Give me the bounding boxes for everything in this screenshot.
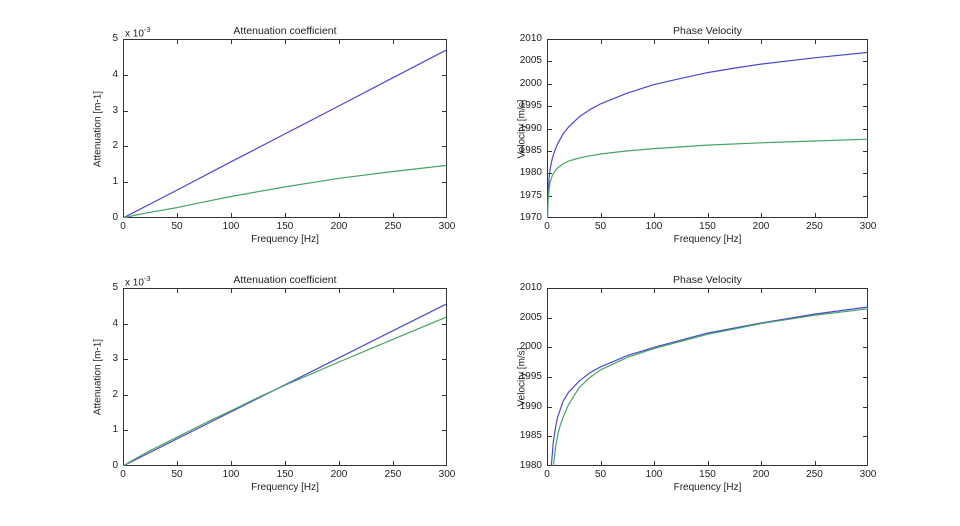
series-line-green bbox=[123, 316, 447, 466]
x-tick-label: 300 bbox=[438, 221, 456, 232]
exponent-power: -3 bbox=[143, 274, 151, 283]
axes-frame bbox=[547, 39, 868, 218]
x-tick-label: 150 bbox=[276, 221, 294, 232]
y-tick-label: 5 bbox=[112, 33, 118, 44]
y-tick-label: 2000 bbox=[519, 341, 542, 353]
x-tick-label: 200 bbox=[752, 469, 770, 480]
plot-area bbox=[123, 39, 447, 218]
plot-canvas bbox=[547, 288, 868, 466]
y-tick-label: 2005 bbox=[519, 55, 542, 67]
y-axis-label: Attenuation [m-1] bbox=[92, 90, 104, 167]
x-tick-label: 200 bbox=[330, 221, 348, 232]
series-line-green bbox=[547, 138, 868, 218]
axes-frame bbox=[547, 288, 868, 466]
x-tick-label: 0 bbox=[120, 469, 126, 480]
x-tick-label: 200 bbox=[752, 221, 770, 232]
y-tick-label: 0 bbox=[112, 212, 118, 223]
y-tick-label: 1 bbox=[112, 176, 118, 188]
y-tick-label: 2000 bbox=[519, 77, 542, 89]
y-tick-label: 3 bbox=[112, 104, 118, 116]
x-tick-label: 200 bbox=[330, 469, 348, 480]
y-tick-label: 1995 bbox=[519, 371, 542, 382]
y-tick-label: 1990 bbox=[519, 122, 542, 134]
y-tick-label: 1980 bbox=[519, 460, 542, 471]
plot-title: Phase Velocity bbox=[673, 274, 742, 286]
y-tick-label: 1975 bbox=[519, 189, 542, 201]
y-axis-exponent-label: x 10-3 bbox=[125, 273, 151, 288]
exponent-base: x 10 bbox=[125, 28, 144, 40]
series-line-green bbox=[123, 164, 447, 218]
y-tick-label: 1985 bbox=[519, 144, 542, 156]
axes-frame bbox=[123, 288, 447, 466]
x-tick-label: 0 bbox=[544, 469, 550, 480]
x-tick-label: 100 bbox=[645, 221, 663, 232]
x-tick-label: 150 bbox=[276, 469, 294, 480]
y-tick-label: 4 bbox=[112, 317, 118, 329]
y-tick-label: 1 bbox=[112, 424, 118, 436]
y-tick-label: 2010 bbox=[519, 282, 542, 293]
plot-title: Phase Velocity bbox=[673, 25, 742, 37]
y-tick-label: 1980 bbox=[519, 167, 542, 179]
y-axis-exponent-label: x 10-3 bbox=[125, 24, 151, 39]
x-axis-label: Frequency [Hz] bbox=[673, 234, 742, 245]
y-axis-label: Attenuation [m-1] bbox=[92, 338, 104, 416]
y-tick-label: 4 bbox=[112, 68, 118, 80]
x-axis-label: Frequency [Hz] bbox=[673, 482, 742, 493]
subplot-phase-velocity-bottom: Phase Velocity Velocity [m/s] Frequency … bbox=[472, 256, 898, 508]
x-tick-label: 100 bbox=[645, 469, 663, 480]
y-tick-label: 3 bbox=[112, 353, 118, 365]
y-tick-label: 1990 bbox=[519, 400, 542, 412]
y-tick-label: 5 bbox=[112, 282, 118, 293]
x-tick-label: 0 bbox=[544, 221, 550, 232]
y-tick-label: 1970 bbox=[519, 212, 542, 223]
subplot-attenuation-bottom: Attenuation coefficient x 10-3 Attenuati… bbox=[48, 256, 477, 508]
x-tick-label: 50 bbox=[594, 469, 607, 480]
x-tick-label: 50 bbox=[171, 469, 183, 480]
x-tick-label: 250 bbox=[384, 221, 402, 232]
exponent-base: x 10 bbox=[125, 277, 144, 289]
plot-area bbox=[547, 288, 868, 466]
x-tick-label: 150 bbox=[699, 221, 716, 232]
x-tick-label: 250 bbox=[384, 469, 402, 480]
series-line-blue bbox=[547, 51, 868, 218]
series-line-green bbox=[552, 308, 868, 466]
subplot-attenuation-top: Attenuation coefficient x 10-3 Attenuati… bbox=[48, 7, 477, 260]
y-tick-label: 1985 bbox=[519, 430, 542, 442]
y-tick-label: 1995 bbox=[519, 100, 542, 112]
y-tick-label: 2 bbox=[112, 140, 118, 152]
plot-canvas bbox=[123, 39, 447, 218]
x-tick-label: 100 bbox=[222, 469, 240, 480]
plot-title: Attenuation coefficient bbox=[233, 25, 337, 37]
y-tick-label: 2005 bbox=[519, 311, 542, 323]
x-tick-label: 300 bbox=[859, 221, 877, 232]
x-tick-label: 250 bbox=[806, 221, 823, 232]
x-axis-label: Frequency [Hz] bbox=[251, 234, 319, 245]
plot-title: Attenuation coefficient bbox=[233, 274, 337, 286]
exponent-power: -3 bbox=[143, 25, 151, 34]
series-line-blue bbox=[123, 49, 447, 218]
x-tick-label: 50 bbox=[594, 221, 607, 232]
x-tick-label: 150 bbox=[699, 469, 716, 480]
series-line-blue bbox=[550, 306, 868, 466]
x-tick-label: 100 bbox=[222, 221, 240, 232]
x-tick-label: 250 bbox=[806, 469, 823, 480]
y-tick-label: 2 bbox=[112, 388, 118, 400]
plot-area bbox=[123, 288, 447, 466]
x-axis-label: Frequency [Hz] bbox=[251, 482, 319, 493]
axes-frame bbox=[123, 39, 447, 218]
x-tick-label: 300 bbox=[438, 469, 456, 480]
plot-canvas bbox=[123, 288, 447, 466]
subplot-phase-velocity-top: Phase Velocity Velocity [m/s] Frequency … bbox=[472, 7, 898, 260]
plot-area bbox=[547, 39, 868, 218]
y-tick-label: 0 bbox=[112, 460, 118, 471]
x-tick-label: 300 bbox=[859, 469, 877, 480]
x-tick-label: 50 bbox=[171, 221, 183, 232]
x-tick-label: 0 bbox=[120, 221, 126, 232]
y-tick-label: 2010 bbox=[519, 33, 542, 44]
plot-canvas bbox=[547, 39, 868, 218]
